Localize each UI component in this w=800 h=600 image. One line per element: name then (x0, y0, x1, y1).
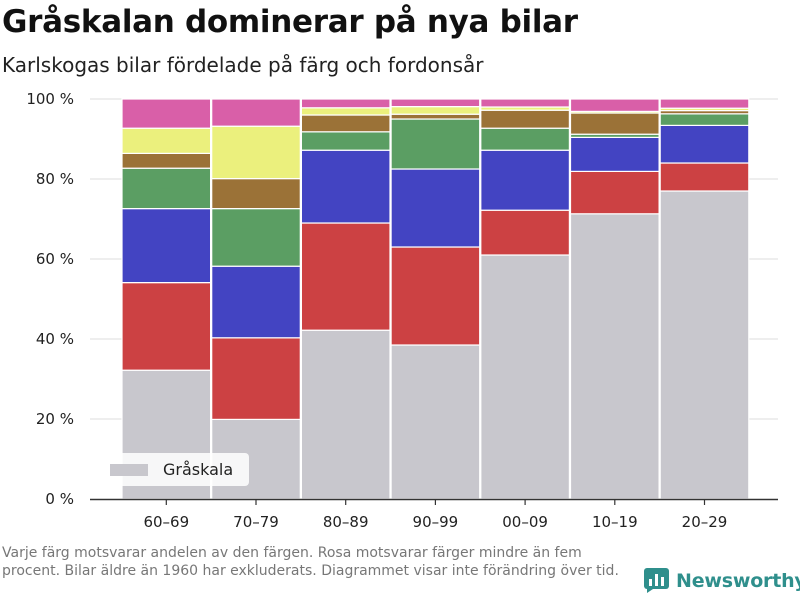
bar-segment-color-1 (659, 162, 750, 192)
bar-segment-color-4 (390, 113, 481, 120)
bar-segment-color-4 (211, 178, 301, 210)
y-tick-label: 60 % (36, 250, 74, 268)
bar-segment-color-1 (121, 282, 212, 371)
bar-segment-color-6 (390, 98, 481, 108)
bar-segment-color-4 (480, 109, 570, 129)
bar-segment-color-6 (659, 98, 750, 109)
bar-segment-color-3 (300, 131, 391, 151)
y-tick-label: 20 % (36, 410, 74, 428)
bar-segment-color-3 (659, 113, 750, 127)
chart-subtitle: Karlskogas bilar fördelade på färg och f… (2, 53, 484, 77)
bar-segment-color-3 (390, 118, 481, 170)
bar-segment-color-1 (300, 222, 391, 331)
y-tick-label: 100 % (26, 90, 74, 108)
brand-name: Newsworthy (676, 569, 800, 592)
bar-segment-color-3 (121, 167, 212, 210)
bar-segment-color-3 (211, 208, 301, 267)
bar-segment-color-2 (121, 208, 212, 284)
bar-chart-logo-icon (644, 568, 669, 593)
bar-series (121, 98, 750, 500)
bar-segment-color-2 (659, 124, 750, 164)
bar-segment-color-3 (480, 127, 570, 151)
bar-segment-color-2 (211, 265, 301, 339)
x-tick-label: 80–89 (323, 513, 369, 531)
y-tick-label: 40 % (36, 330, 74, 348)
bar-segment-color-5 (390, 105, 481, 115)
bar-segment-grayscale (480, 254, 570, 500)
bar-segment-color-1 (390, 246, 481, 346)
x-tick-label: 70–79 (233, 513, 279, 531)
bar-segment-color-2 (480, 149, 570, 211)
bar-segment-color-5 (211, 125, 301, 180)
y-axis: 0 % 20 % 40 % 60 % 80 % 100 % (26, 90, 74, 508)
x-tick-label: 90–99 (413, 513, 459, 531)
x-tick-label: 10–19 (592, 513, 638, 531)
bar-segment-color-4 (121, 152, 212, 169)
bar-segment-color-6 (300, 98, 391, 109)
legend-label: Gråskala (163, 460, 233, 479)
bar-segment-color-5 (300, 107, 391, 116)
bar-segment-color-1 (480, 209, 570, 256)
bar-segment-grayscale (390, 344, 481, 500)
y-tick-label: 80 % (36, 170, 74, 188)
bar-segment-color-6 (211, 98, 301, 127)
bar-segment-color-1 (211, 337, 301, 420)
bar-segment-color-2 (390, 168, 481, 248)
chart-title: Gråskalan dominerar på nya bilar (2, 4, 578, 40)
bar-segment-grayscale (659, 190, 750, 500)
bar-segment-grayscale (569, 213, 660, 500)
x-tick-label: 20–29 (682, 513, 728, 531)
footnote: Varje färg motsvarar andelen av den färg… (2, 545, 619, 579)
brand-logo: Newsworthy (644, 568, 800, 593)
bar-segment-color-6 (480, 98, 570, 108)
legend: Gråskala (101, 453, 249, 486)
bar-segment-color-6 (121, 98, 212, 129)
bar-segment-color-1 (569, 170, 660, 215)
stacked-bar-chart: 0 % 20 % 40 % 60 % 80 % 100 % 60–69 70–79 80–89… (26, 90, 778, 531)
bar-segment-color-5 (121, 127, 212, 154)
bar-segment-color-4 (569, 112, 660, 135)
bar-segment-color-6 (569, 98, 660, 112)
x-tick-label: 00–09 (502, 513, 548, 531)
legend-swatch (110, 464, 148, 476)
bar-segment-color-4 (300, 114, 391, 133)
bar-segment-color-2 (569, 136, 660, 172)
bar-segment-grayscale (300, 329, 391, 500)
y-tick-label: 0 % (45, 490, 74, 508)
x-tick-label: 60–69 (143, 513, 189, 531)
x-axis: 60–69 70–79 80–89 90–99 00–09 10–19 20–29 (90, 498, 778, 531)
bar-segment-color-2 (300, 149, 391, 224)
legend-box (101, 453, 249, 486)
